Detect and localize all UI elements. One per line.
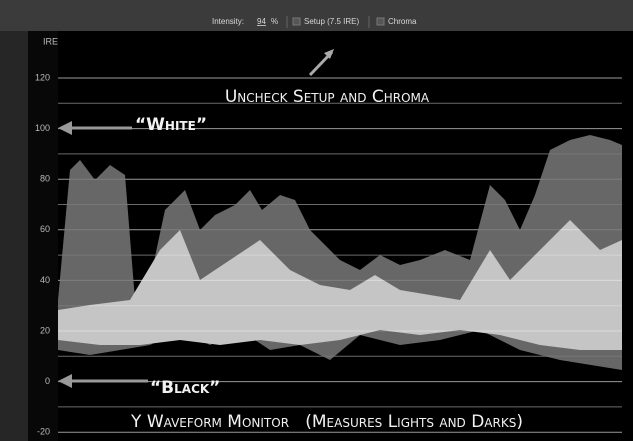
white-label: “White” bbox=[135, 115, 207, 135]
chroma-checkbox[interactable] bbox=[377, 18, 384, 25]
chroma-label[interactable]: Chroma bbox=[388, 17, 417, 26]
intensity-unit: % bbox=[271, 17, 278, 26]
scale-label: 20 bbox=[40, 325, 50, 335]
toolbar bbox=[0, 0, 633, 31]
scale-label: 40 bbox=[40, 275, 50, 285]
caption: Y Waveform Monitor (Measures Lights and … bbox=[130, 412, 523, 432]
scale-label: 120 bbox=[35, 72, 50, 82]
setup-label[interactable]: Setup (7.5 IRE) bbox=[304, 17, 359, 26]
setup-checkbox[interactable] bbox=[293, 18, 300, 25]
waveform-screen: Intensity: 94 % Setup (7.5 IRE) Chroma I… bbox=[0, 0, 633, 441]
instruction: Uncheck Setup and Chroma bbox=[225, 87, 430, 107]
scale-label: 80 bbox=[40, 174, 50, 184]
intensity-label: Intensity: bbox=[212, 17, 244, 26]
scale-label: 100 bbox=[35, 123, 50, 133]
scale-label: 60 bbox=[40, 224, 50, 234]
left-border bbox=[0, 31, 28, 441]
scale-column bbox=[28, 31, 58, 441]
intensity-value[interactable]: 94 bbox=[257, 17, 266, 26]
axis-label: IRE bbox=[43, 36, 58, 46]
scale-label: -20 bbox=[37, 427, 50, 437]
scale-label: 0 bbox=[45, 376, 50, 386]
black-label: “Black” bbox=[150, 378, 220, 398]
